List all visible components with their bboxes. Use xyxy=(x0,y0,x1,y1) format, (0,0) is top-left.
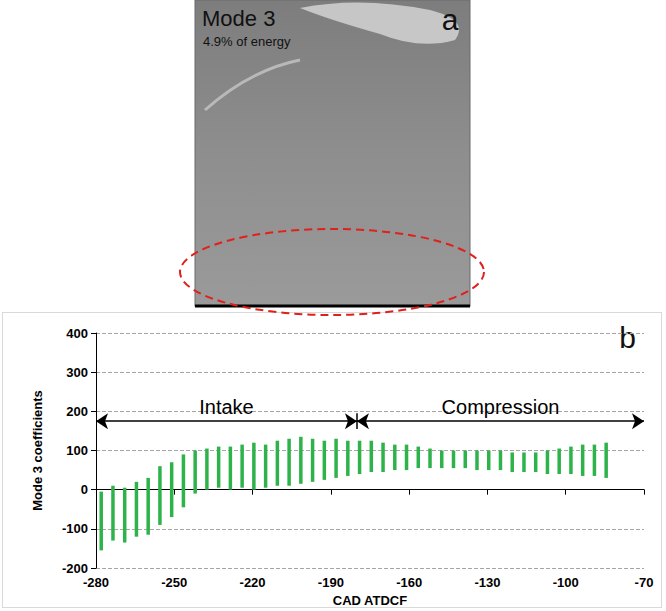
svg-text:CAD ATDCF: CAD ATDCF xyxy=(333,593,407,608)
svg-text:-190: -190 xyxy=(318,575,344,590)
svg-text:100: 100 xyxy=(66,443,88,458)
svg-text:Compression: Compression xyxy=(442,396,560,418)
svg-text:-220: -220 xyxy=(240,575,266,590)
svg-text:400: 400 xyxy=(66,326,88,341)
svg-text:-160: -160 xyxy=(396,575,422,590)
svg-text:0: 0 xyxy=(81,482,88,497)
svg-text:-130: -130 xyxy=(474,575,500,590)
svg-text:-70: -70 xyxy=(635,575,654,590)
svg-text:-200: -200 xyxy=(62,561,88,576)
svg-text:-100: -100 xyxy=(62,521,88,536)
svg-text:-250: -250 xyxy=(161,575,187,590)
svg-text:Intake: Intake xyxy=(199,396,253,418)
svg-text:-100: -100 xyxy=(553,575,579,590)
svg-text:300: 300 xyxy=(66,365,88,380)
svg-text:Mode 3: Mode 3 xyxy=(202,6,275,31)
svg-text:200: 200 xyxy=(66,404,88,419)
svg-text:4.9% of energy: 4.9% of energy xyxy=(203,34,291,49)
svg-text:Mode 3 coefficients: Mode 3 coefficients xyxy=(30,390,45,511)
svg-text:a: a xyxy=(442,3,459,36)
svg-text:b: b xyxy=(619,321,636,354)
svg-text:-280: -280 xyxy=(83,575,109,590)
